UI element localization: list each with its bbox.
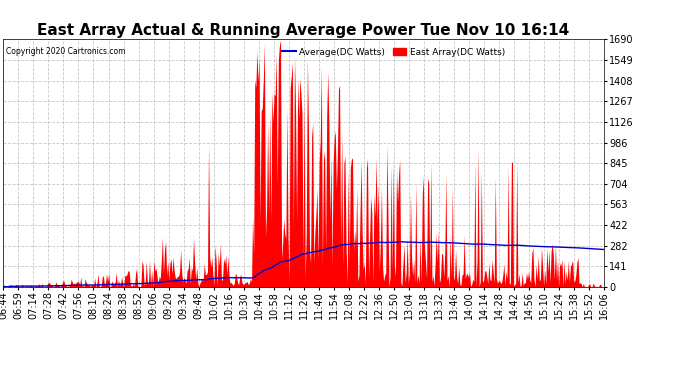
Legend: Average(DC Watts), East Array(DC Watts): Average(DC Watts), East Array(DC Watts) — [279, 44, 509, 60]
Title: East Array Actual & Running Average Power Tue Nov 10 16:14: East Array Actual & Running Average Powe… — [37, 23, 570, 38]
Text: Copyright 2020 Cartronics.com: Copyright 2020 Cartronics.com — [6, 47, 126, 56]
